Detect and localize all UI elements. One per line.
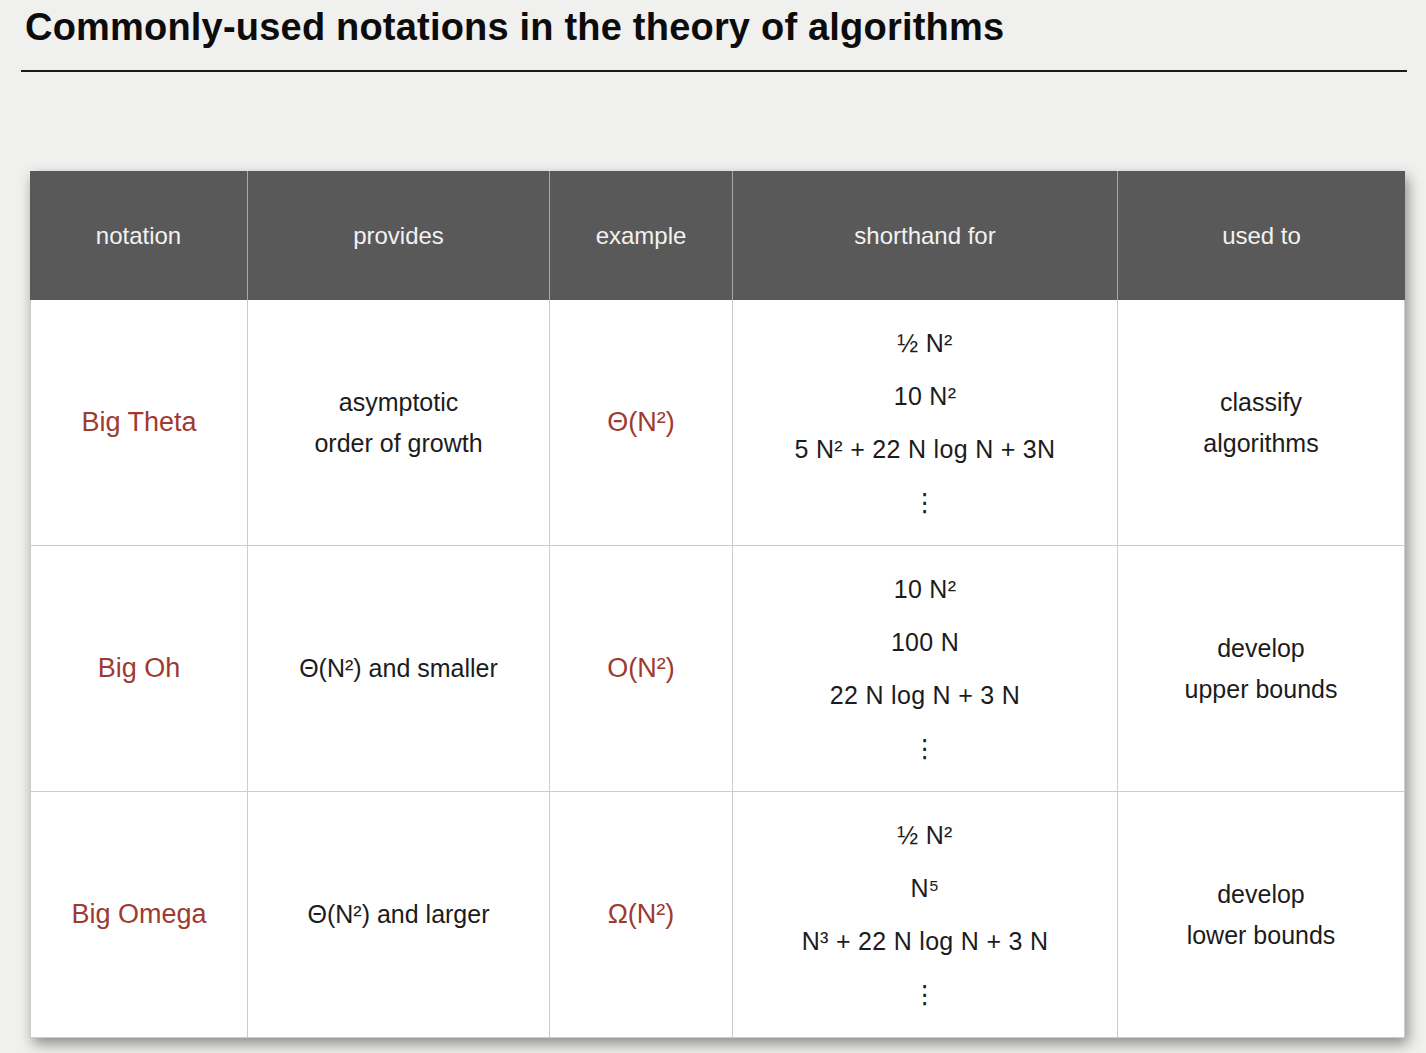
cell-used-to: classify algorithms	[1118, 300, 1405, 546]
title-divider	[21, 70, 1407, 72]
cell-shorthand: ½ N² 10 N² 5 N² + 22 N log N + 3N ⋮	[733, 300, 1118, 546]
cell-provides: Θ(N²) and smaller	[248, 546, 550, 792]
column-header-notation: notation	[30, 171, 248, 300]
cell-provides: Θ(N²) and larger	[248, 792, 550, 1038]
cell-example: Θ(N²)	[550, 300, 733, 546]
column-header-shorthand: shorthand for	[733, 171, 1118, 300]
cell-used-to: develop upper bounds	[1118, 546, 1405, 792]
column-header-provides: provides	[248, 171, 550, 300]
table-row-big-omega: Big Omega Θ(N²) and larger Ω(N²) ½ N² N⁵…	[30, 792, 1405, 1038]
table-row-big-oh: Big Oh Θ(N²) and smaller O(N²) 10 N² 100…	[30, 546, 1405, 792]
notations-table: notation provides example shorthand for …	[30, 171, 1405, 1038]
cell-shorthand: 10 N² 100 N 22 N log N + 3 N ⋮	[733, 546, 1118, 792]
table-header-row: notation provides example shorthand for …	[30, 171, 1405, 300]
table-row-big-theta: Big Theta asymptotic order of growth Θ(N…	[30, 300, 1405, 546]
cell-notation: Big Oh	[30, 546, 248, 792]
cell-notation: Big Omega	[30, 792, 248, 1038]
page-title: Commonly-used notations in the theory of…	[25, 6, 1004, 49]
cell-example: Ω(N²)	[550, 792, 733, 1038]
cell-notation: Big Theta	[30, 300, 248, 546]
column-header-example: example	[550, 171, 733, 300]
cell-provides: asymptotic order of growth	[248, 300, 550, 546]
column-header-used-to: used to	[1118, 171, 1405, 300]
cell-shorthand: ½ N² N⁵ N³ + 22 N log N + 3 N ⋮	[733, 792, 1118, 1038]
cell-example: O(N²)	[550, 546, 733, 792]
cell-used-to: develop lower bounds	[1118, 792, 1405, 1038]
